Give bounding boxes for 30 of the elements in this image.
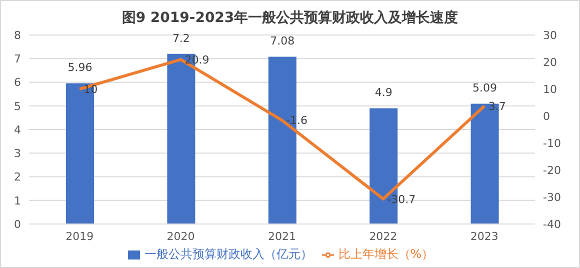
x-tick-label: 2023 [470,230,498,243]
y-tick-label: 1 [14,194,21,208]
x-tick-label: 2022 [369,230,398,243]
y2-tick-label: -10 [543,136,561,150]
y2-tick-label: -20 [543,164,561,177]
chart-title: 图9 2019-2023年一般公共预算财政收入及增长速度 [122,10,458,26]
y-tick-label: 3 [14,147,21,160]
legend-label: 比上年增长（%） [338,247,434,261]
x-tick-label: 2021 [268,230,296,243]
x-tick-label: 2020 [166,230,195,243]
y-tick-label: 2 [14,170,21,184]
y2-tick-label: 10 [543,82,557,96]
y2-tick-label: -30 [543,190,561,204]
data-label: 5.96 [68,61,92,74]
data-label: 7.08 [270,34,295,48]
y2-tick-label: -40 [543,218,561,231]
legend-label: 一般公共预算财政收入（亿元） [144,247,312,261]
y2-tick-label: 30 [543,28,557,42]
y-tick-label: 6 [14,76,21,90]
y-tick-label: 8 [14,28,21,42]
x-tick-label: 2019 [66,230,94,243]
data-label: 4.9 [374,86,392,100]
y-tick-label: 7 [14,52,21,66]
y-tick-label: 4 [14,123,21,136]
y-tick-label: 0 [14,218,21,231]
data-label: 7.2 [172,32,190,45]
y-tick-label: 5 [14,100,21,113]
y2-tick-label: 20 [543,56,557,69]
data-label: 5.09 [472,82,498,95]
y2-tick-label: 0 [543,110,550,123]
